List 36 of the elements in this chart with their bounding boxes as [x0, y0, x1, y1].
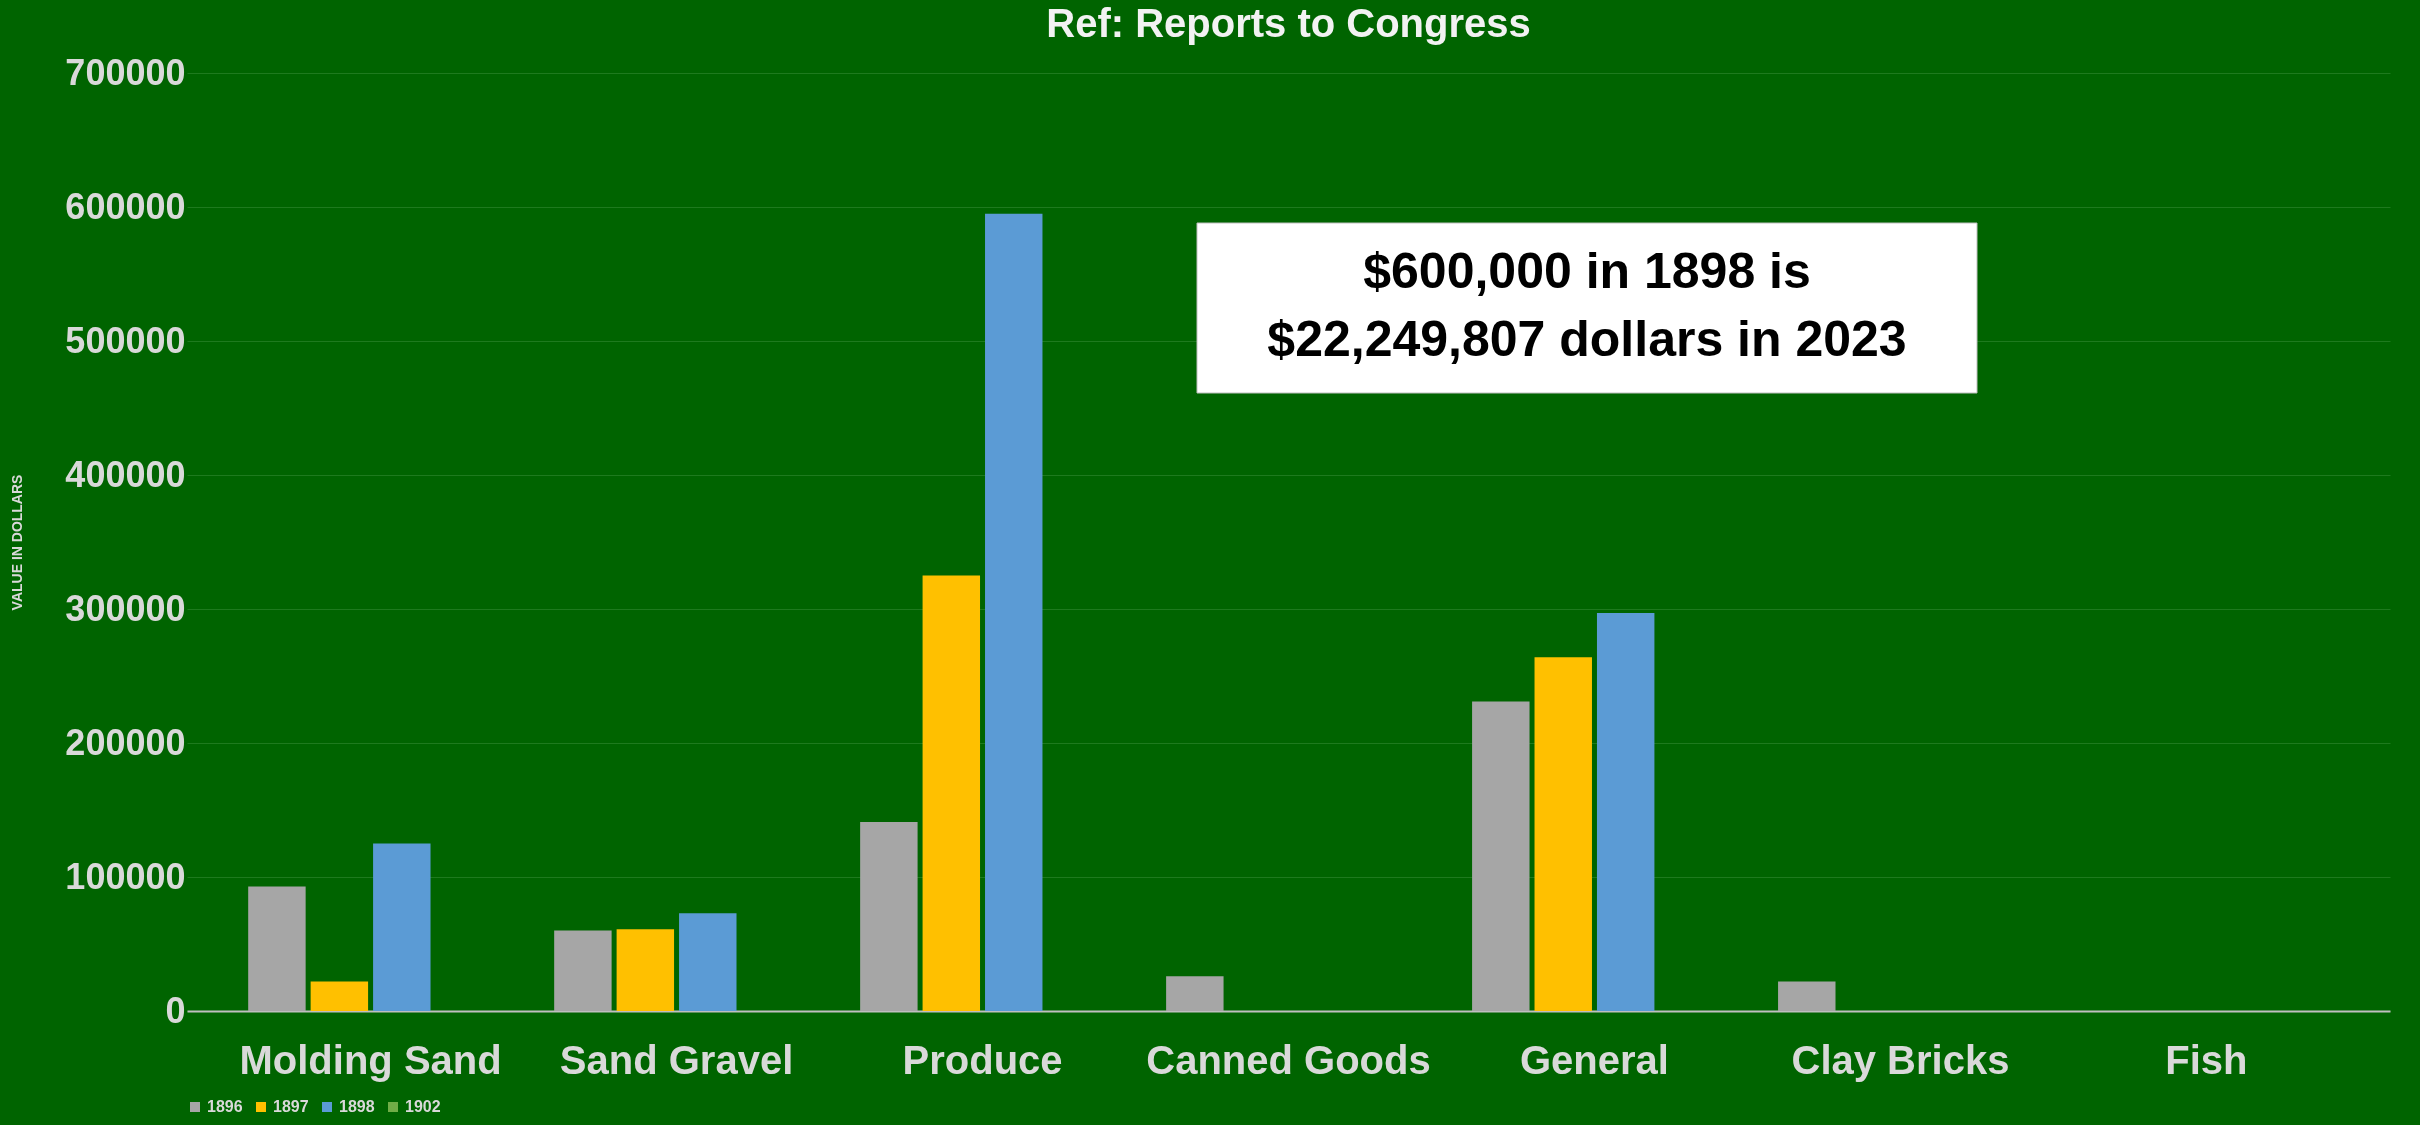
y-tick-label: 100000	[65, 855, 186, 897]
bar	[616, 929, 675, 1011]
x-tick-label: General	[1519, 1037, 1669, 1082]
x-tick-label: Molding Sand	[239, 1037, 502, 1082]
chart-title: Ref: Reports to Congress	[1046, 1, 1531, 45]
legend-label: 1902	[405, 1098, 441, 1115]
bar	[1534, 657, 1592, 1011]
x-tick-label: Sand Gravel	[559, 1037, 794, 1082]
legend-label: 1896	[207, 1098, 243, 1115]
y-tick-label: 400000	[65, 453, 186, 495]
y-tick-label: 600000	[65, 185, 186, 227]
bar	[248, 886, 306, 1011]
x-tick-label: Produce	[902, 1037, 1063, 1082]
bar	[985, 213, 1043, 1011]
annotation: $600,000 in 1898 is $22,249,807 dollars in 2023	[1267, 243, 1907, 367]
y-tick-label: 500000	[65, 319, 186, 361]
bar	[860, 822, 918, 1011]
legend-label: 1897	[273, 1098, 309, 1115]
x-tick-label: Fish	[2165, 1037, 2248, 1082]
bar	[1472, 701, 1530, 1011]
y-tick-label: 200000	[65, 721, 186, 763]
y-tick-label: 0	[165, 989, 186, 1031]
legend-label: 1898	[339, 1098, 375, 1115]
y-axis-title: VALUE IN DOLLARS	[9, 474, 26, 611]
y-tick-label: 300000	[65, 587, 186, 629]
bar	[679, 913, 737, 1011]
y-tick-label: 700000	[65, 51, 186, 93]
bar	[1166, 976, 1224, 1011]
x-tick-label: Clay Bricks	[1791, 1037, 2010, 1082]
bar	[373, 843, 431, 1011]
bar	[1778, 981, 1836, 1011]
bar	[554, 930, 612, 1011]
bar	[310, 981, 369, 1011]
bar	[922, 575, 981, 1011]
bar	[1596, 613, 1655, 1011]
x-tick-label: Canned Goods	[1146, 1037, 1431, 1082]
